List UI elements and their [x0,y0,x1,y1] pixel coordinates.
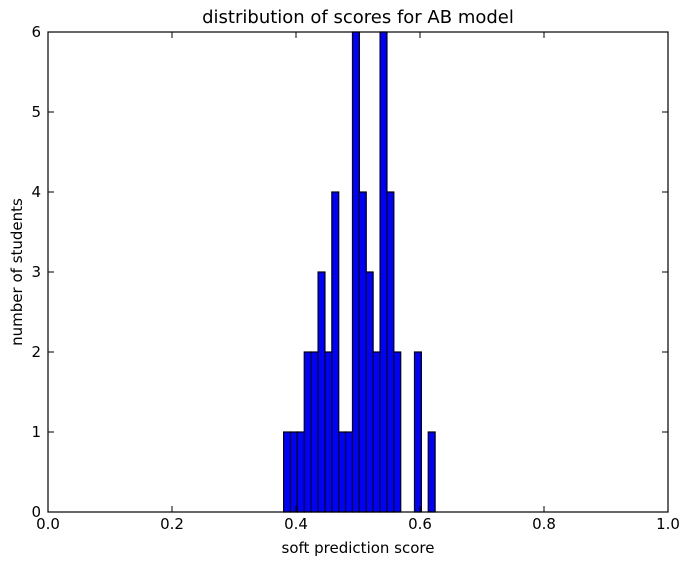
histogram-bar [351,31,360,513]
x-axis-title: soft prediction score [282,539,435,557]
histogram-bar [296,431,305,513]
histogram-bar [413,351,422,513]
x-axis-ticks: 0.0 0.2 0.4 0.6 0.8 1.0 [36,32,680,533]
y-tick-label: 5 [31,103,41,121]
histogram-bar [372,351,381,513]
y-tick-label: 0 [31,503,41,521]
histogram-bar [303,351,312,513]
histogram-bar [365,271,374,513]
chart-title: distribution of scores for AB model [202,7,514,28]
histogram-bar [393,351,402,513]
y-axis-ticks: 0 1 2 3 4 5 6 [31,23,668,521]
histogram-bar [310,351,319,513]
y-tick-label: 6 [31,23,41,41]
x-tick-label: 0.8 [532,515,556,533]
x-tick-label: 0.6 [408,515,432,533]
y-axis-title: number of students [8,198,26,346]
histogram-bar [283,431,292,513]
y-tick-label: 3 [31,263,41,281]
x-tick-label: 0.4 [284,515,308,533]
histogram-bar [427,431,436,513]
histogram-bar [386,191,395,513]
histogram-bar [317,271,326,513]
x-tick-label: 0.0 [36,515,60,533]
y-tick-label: 4 [31,183,41,201]
histogram-bars [283,31,436,513]
histogram-bar [338,431,347,513]
histogram-bar [324,351,333,513]
histogram-bar [345,431,354,513]
y-tick-label: 1 [31,423,41,441]
histogram-bar [379,31,388,513]
histogram-bar [289,431,298,513]
x-tick-label: 1.0 [656,515,680,533]
histogram-bar [358,191,367,513]
histogram-bar [331,191,340,513]
x-tick-label: 0.2 [160,515,184,533]
y-tick-label: 2 [31,343,41,361]
